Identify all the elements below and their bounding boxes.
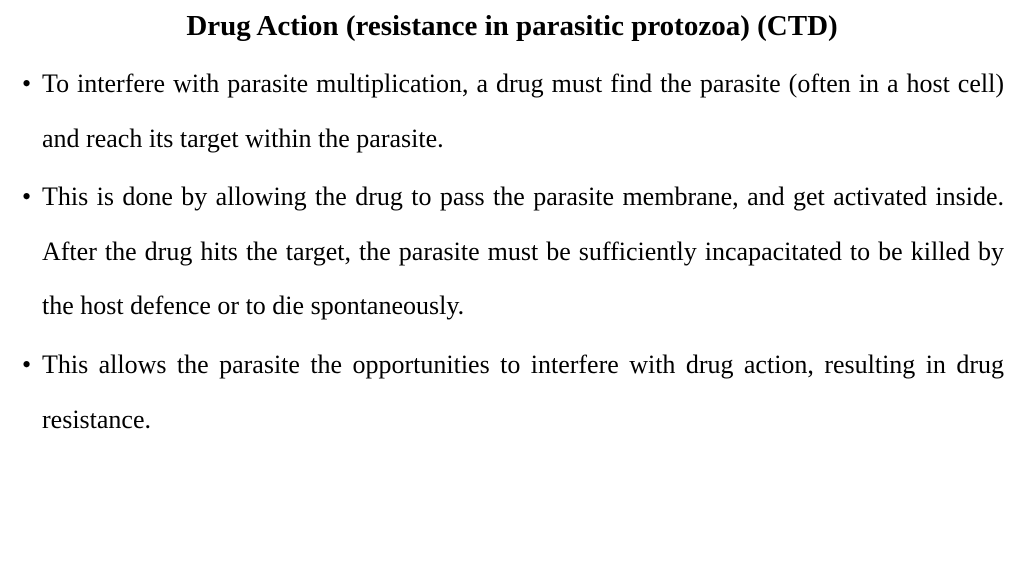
bullet-item: To interfere with parasite multiplicatio… <box>20 57 1004 166</box>
slide-title: Drug Action (resistance in parasitic pro… <box>20 10 1004 43</box>
bullet-list: To interfere with parasite multiplicatio… <box>20 57 1004 447</box>
bullet-item: This is done by allowing the drug to pas… <box>20 170 1004 334</box>
bullet-item: This allows the parasite the opportuniti… <box>20 338 1004 447</box>
